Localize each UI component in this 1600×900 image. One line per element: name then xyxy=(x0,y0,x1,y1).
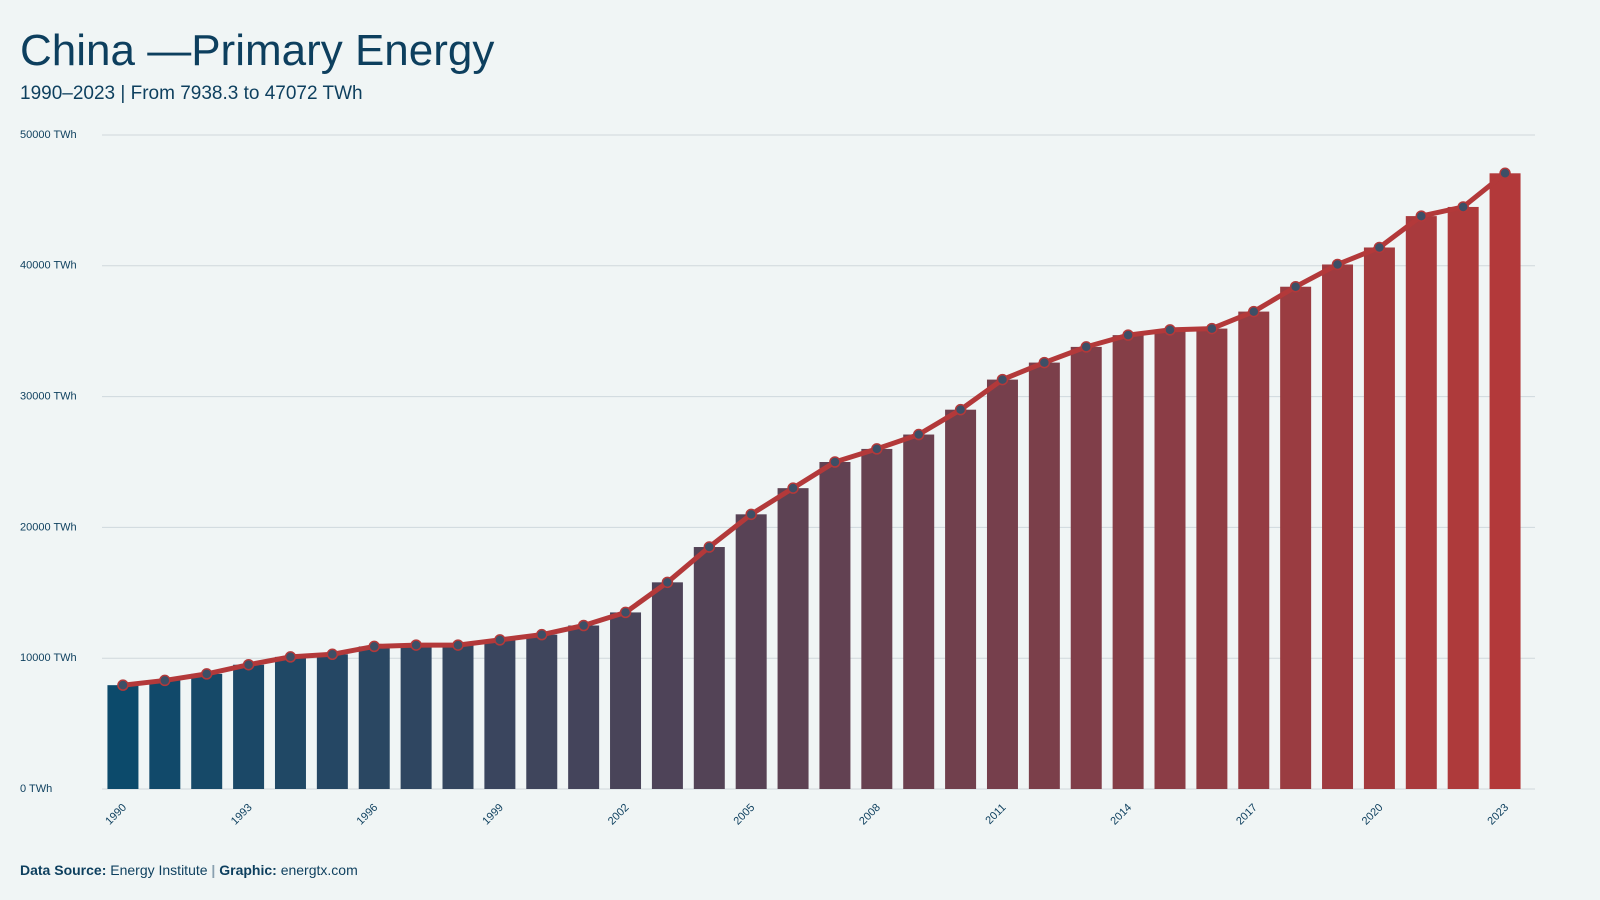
bar xyxy=(484,639,516,789)
marker xyxy=(1248,305,1260,318)
marker xyxy=(1331,258,1344,271)
marker xyxy=(619,606,632,619)
bar xyxy=(1405,216,1437,789)
bar xyxy=(1028,362,1060,789)
bar xyxy=(1489,173,1521,790)
bar xyxy=(1070,346,1102,789)
bar xyxy=(1154,329,1186,789)
footer: Data Source: Energy Institute | Graphic:… xyxy=(20,862,358,878)
marker xyxy=(912,428,925,441)
marker xyxy=(242,658,255,671)
graphic: energtx.com xyxy=(281,862,358,878)
bar xyxy=(233,664,265,789)
y-tick-label: 30000 TWh xyxy=(20,391,77,403)
source-label: Data Source: xyxy=(20,862,106,878)
bar xyxy=(945,409,977,789)
marker xyxy=(661,576,674,589)
bar xyxy=(358,646,390,789)
bar xyxy=(1196,328,1228,789)
source: Energy Institute xyxy=(110,862,207,878)
bar xyxy=(903,434,935,789)
bar xyxy=(316,654,348,789)
marker xyxy=(745,508,757,521)
marker xyxy=(326,648,339,661)
bar xyxy=(400,645,432,789)
y-tick-label: 40000 TWh xyxy=(20,260,77,272)
marker xyxy=(536,628,548,641)
bar xyxy=(442,645,474,789)
bar xyxy=(861,448,893,789)
y-tick-label: 20000 TWh xyxy=(20,521,77,533)
marker xyxy=(410,639,422,651)
bar xyxy=(819,462,851,789)
y-tick-label: 10000 TWh xyxy=(20,652,77,664)
graphic-label: Graphic: xyxy=(219,862,277,878)
bar xyxy=(1363,247,1395,789)
marker xyxy=(954,403,967,416)
bar xyxy=(693,547,725,789)
marker xyxy=(117,679,129,691)
marker xyxy=(1499,167,1511,180)
marker xyxy=(1080,341,1092,353)
bar xyxy=(1238,311,1270,789)
chart-title: China —Primary Energy xyxy=(20,26,494,75)
marker xyxy=(871,443,883,455)
marker xyxy=(1038,356,1051,369)
bar xyxy=(107,685,139,789)
bar xyxy=(149,680,181,789)
bar xyxy=(568,625,600,789)
separator: | xyxy=(211,862,215,878)
bar xyxy=(1112,335,1144,789)
marker xyxy=(1373,241,1386,254)
marker xyxy=(1415,210,1428,222)
marker xyxy=(1122,329,1134,341)
marker xyxy=(368,640,380,653)
marker xyxy=(787,482,799,494)
marker xyxy=(996,373,1009,386)
marker xyxy=(577,619,590,632)
bar xyxy=(274,656,306,789)
y-tick-label: 0 TWh xyxy=(20,783,52,795)
marker xyxy=(1206,322,1218,335)
bar xyxy=(1447,206,1479,789)
bar xyxy=(1280,286,1312,789)
marker xyxy=(284,651,297,663)
bar xyxy=(526,634,558,789)
bar xyxy=(735,514,767,789)
marker xyxy=(703,541,716,553)
marker xyxy=(1289,280,1302,293)
marker xyxy=(829,456,841,468)
marker xyxy=(200,668,213,680)
bar xyxy=(610,612,642,789)
bar xyxy=(1322,264,1354,789)
chart-subtitle: 1990–2023 | From 7938.3 to 47072 TWh xyxy=(20,83,363,104)
bar xyxy=(777,488,809,789)
marker xyxy=(1457,201,1469,213)
marker xyxy=(494,634,506,646)
line xyxy=(122,171,1507,688)
y-tick-label: 50000 TWh xyxy=(20,129,77,141)
bar xyxy=(986,379,1018,789)
bar xyxy=(191,673,223,789)
bar xyxy=(651,582,683,789)
marker xyxy=(159,674,171,687)
marker xyxy=(452,639,464,651)
marker xyxy=(1164,324,1176,336)
